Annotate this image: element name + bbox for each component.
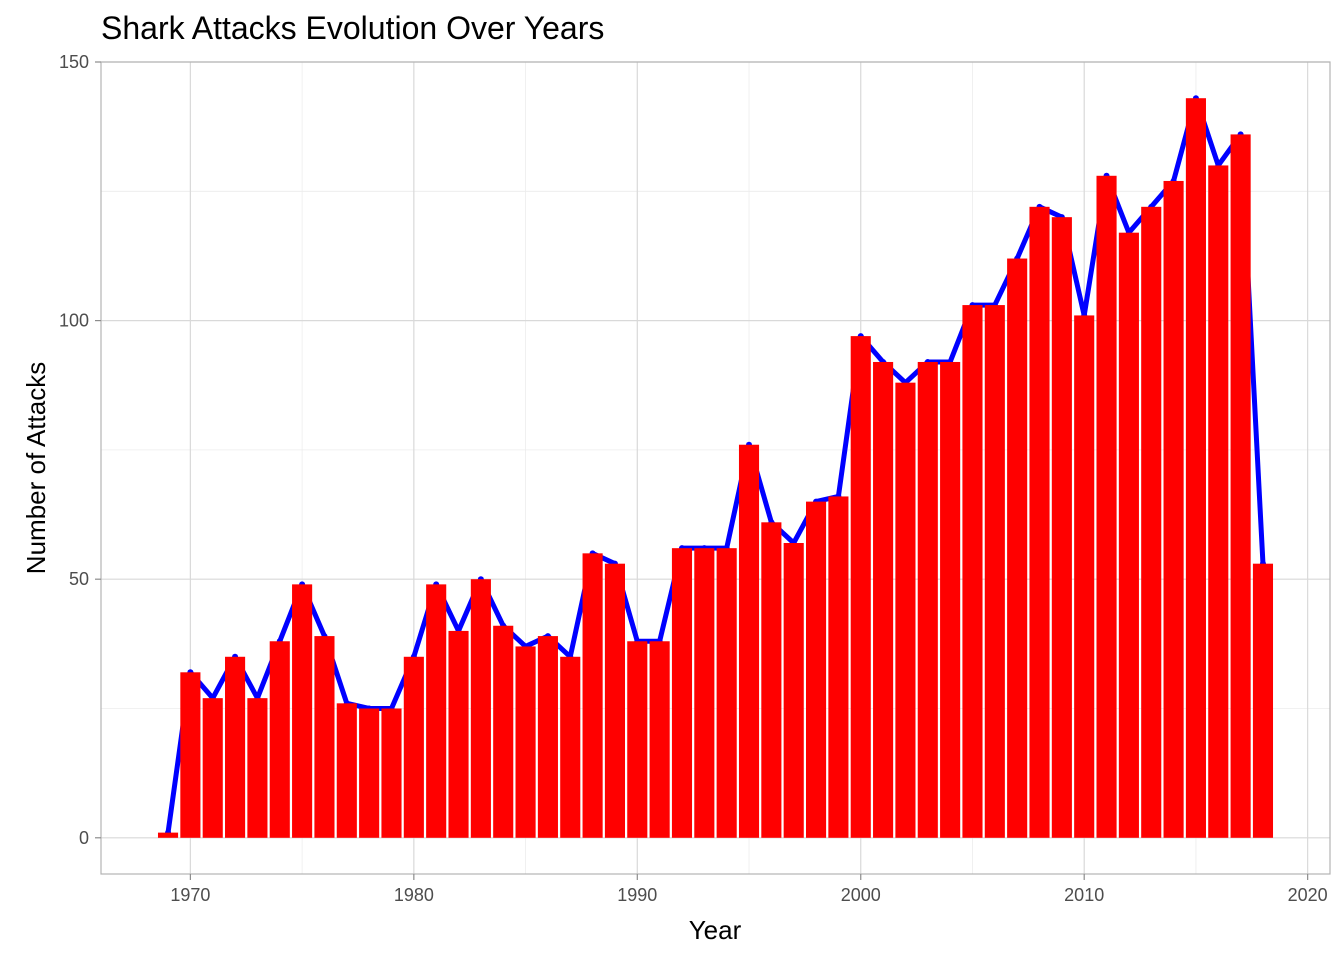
bar [537, 636, 558, 838]
bar [828, 496, 849, 838]
bar [649, 641, 670, 838]
bar [627, 641, 648, 838]
x-tick-label: 1970 [170, 885, 210, 905]
bar [1051, 217, 1072, 838]
bar [873, 361, 894, 838]
bar [1074, 315, 1095, 838]
bar [1029, 206, 1050, 838]
bar [157, 832, 179, 838]
bars [157, 98, 1274, 838]
bar [202, 698, 223, 838]
bar [336, 703, 357, 838]
chart-title: Shark Attacks Evolution Over Years [101, 10, 604, 46]
y-tick-label: 0 [79, 828, 89, 848]
bar [805, 501, 827, 838]
bar [895, 382, 916, 838]
bar [738, 444, 760, 838]
bar [604, 563, 626, 838]
bar [940, 361, 961, 838]
bar [582, 553, 603, 838]
bar [1118, 232, 1139, 838]
x-tick-label: 2000 [841, 885, 881, 905]
bar [1230, 134, 1251, 838]
bar [1208, 165, 1229, 838]
bar [1141, 206, 1162, 838]
bar [359, 708, 380, 838]
x-tick-label: 2020 [1288, 885, 1328, 905]
x-axis-title: Year [689, 915, 742, 945]
bar [493, 625, 514, 838]
plot-panel [100, 61, 1331, 875]
bar [269, 641, 290, 838]
bar [515, 646, 536, 838]
bar [716, 548, 737, 838]
y-tick-label: 50 [69, 569, 89, 589]
bar [314, 636, 335, 838]
bar [694, 548, 715, 838]
bar [783, 542, 804, 838]
bar [1007, 258, 1028, 838]
y-tick-label: 100 [59, 311, 89, 331]
bar [1096, 175, 1117, 838]
bar [1185, 98, 1206, 838]
bar [403, 656, 424, 838]
bar [247, 698, 268, 838]
x-tick-label: 1980 [394, 885, 434, 905]
bar [962, 305, 983, 838]
bar [1163, 180, 1184, 838]
bar [180, 672, 201, 838]
bar [292, 584, 313, 838]
bar [426, 584, 447, 838]
bar [671, 548, 693, 838]
ticks: 1970 1980 1990 2000 2010 2020 0 50 100 150 [59, 52, 1328, 905]
bar [1252, 563, 1274, 838]
bar [381, 708, 402, 838]
bar [560, 656, 581, 838]
bar [850, 336, 871, 838]
y-tick-label: 150 [59, 52, 89, 72]
y-axis-title: Number of Attacks [21, 362, 51, 574]
bar [225, 656, 246, 838]
bar [917, 361, 938, 838]
x-tick-label: 2010 [1064, 885, 1104, 905]
bar [761, 522, 782, 838]
bar [984, 305, 1005, 838]
bar [470, 579, 491, 838]
x-tick-label: 1990 [617, 885, 657, 905]
bar [448, 630, 469, 838]
